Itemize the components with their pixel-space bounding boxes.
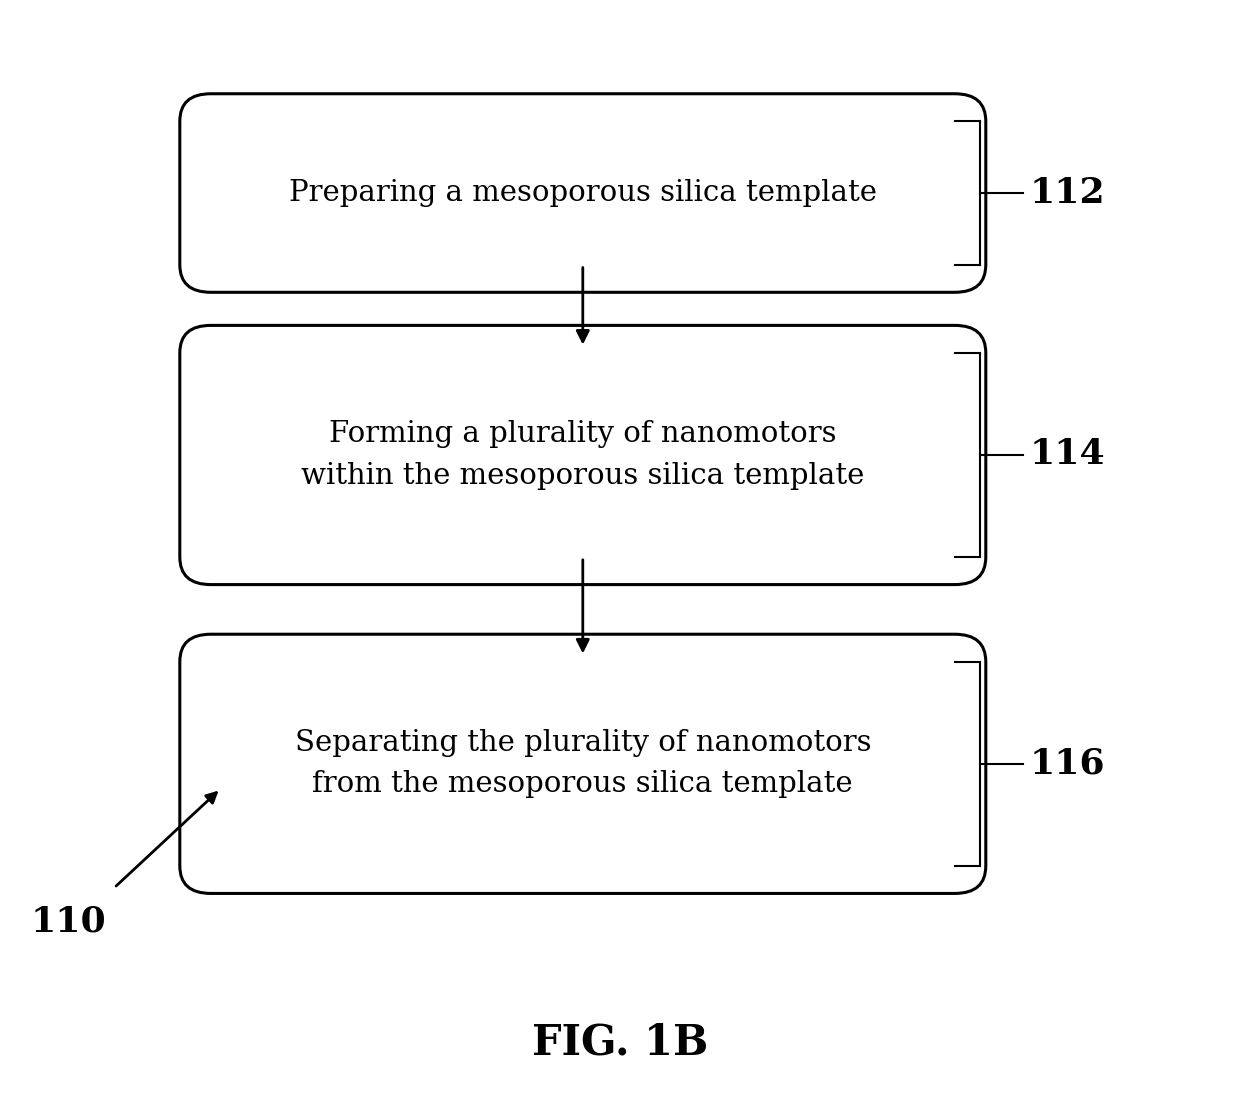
Text: Forming a plurality of nanomotors
within the mesoporous silica template: Forming a plurality of nanomotors within… bbox=[301, 420, 864, 490]
Text: Preparing a mesoporous silica template: Preparing a mesoporous silica template bbox=[289, 179, 877, 207]
Text: FIG. 1B: FIG. 1B bbox=[532, 1021, 708, 1063]
FancyBboxPatch shape bbox=[180, 634, 986, 893]
FancyBboxPatch shape bbox=[180, 325, 986, 585]
Text: 110: 110 bbox=[30, 904, 107, 938]
Text: 114: 114 bbox=[1029, 438, 1105, 471]
Text: 116: 116 bbox=[1029, 747, 1105, 780]
Text: 112: 112 bbox=[1029, 176, 1105, 210]
FancyBboxPatch shape bbox=[180, 94, 986, 292]
Text: Separating the plurality of nanomotors
from the mesoporous silica template: Separating the plurality of nanomotors f… bbox=[295, 729, 870, 799]
